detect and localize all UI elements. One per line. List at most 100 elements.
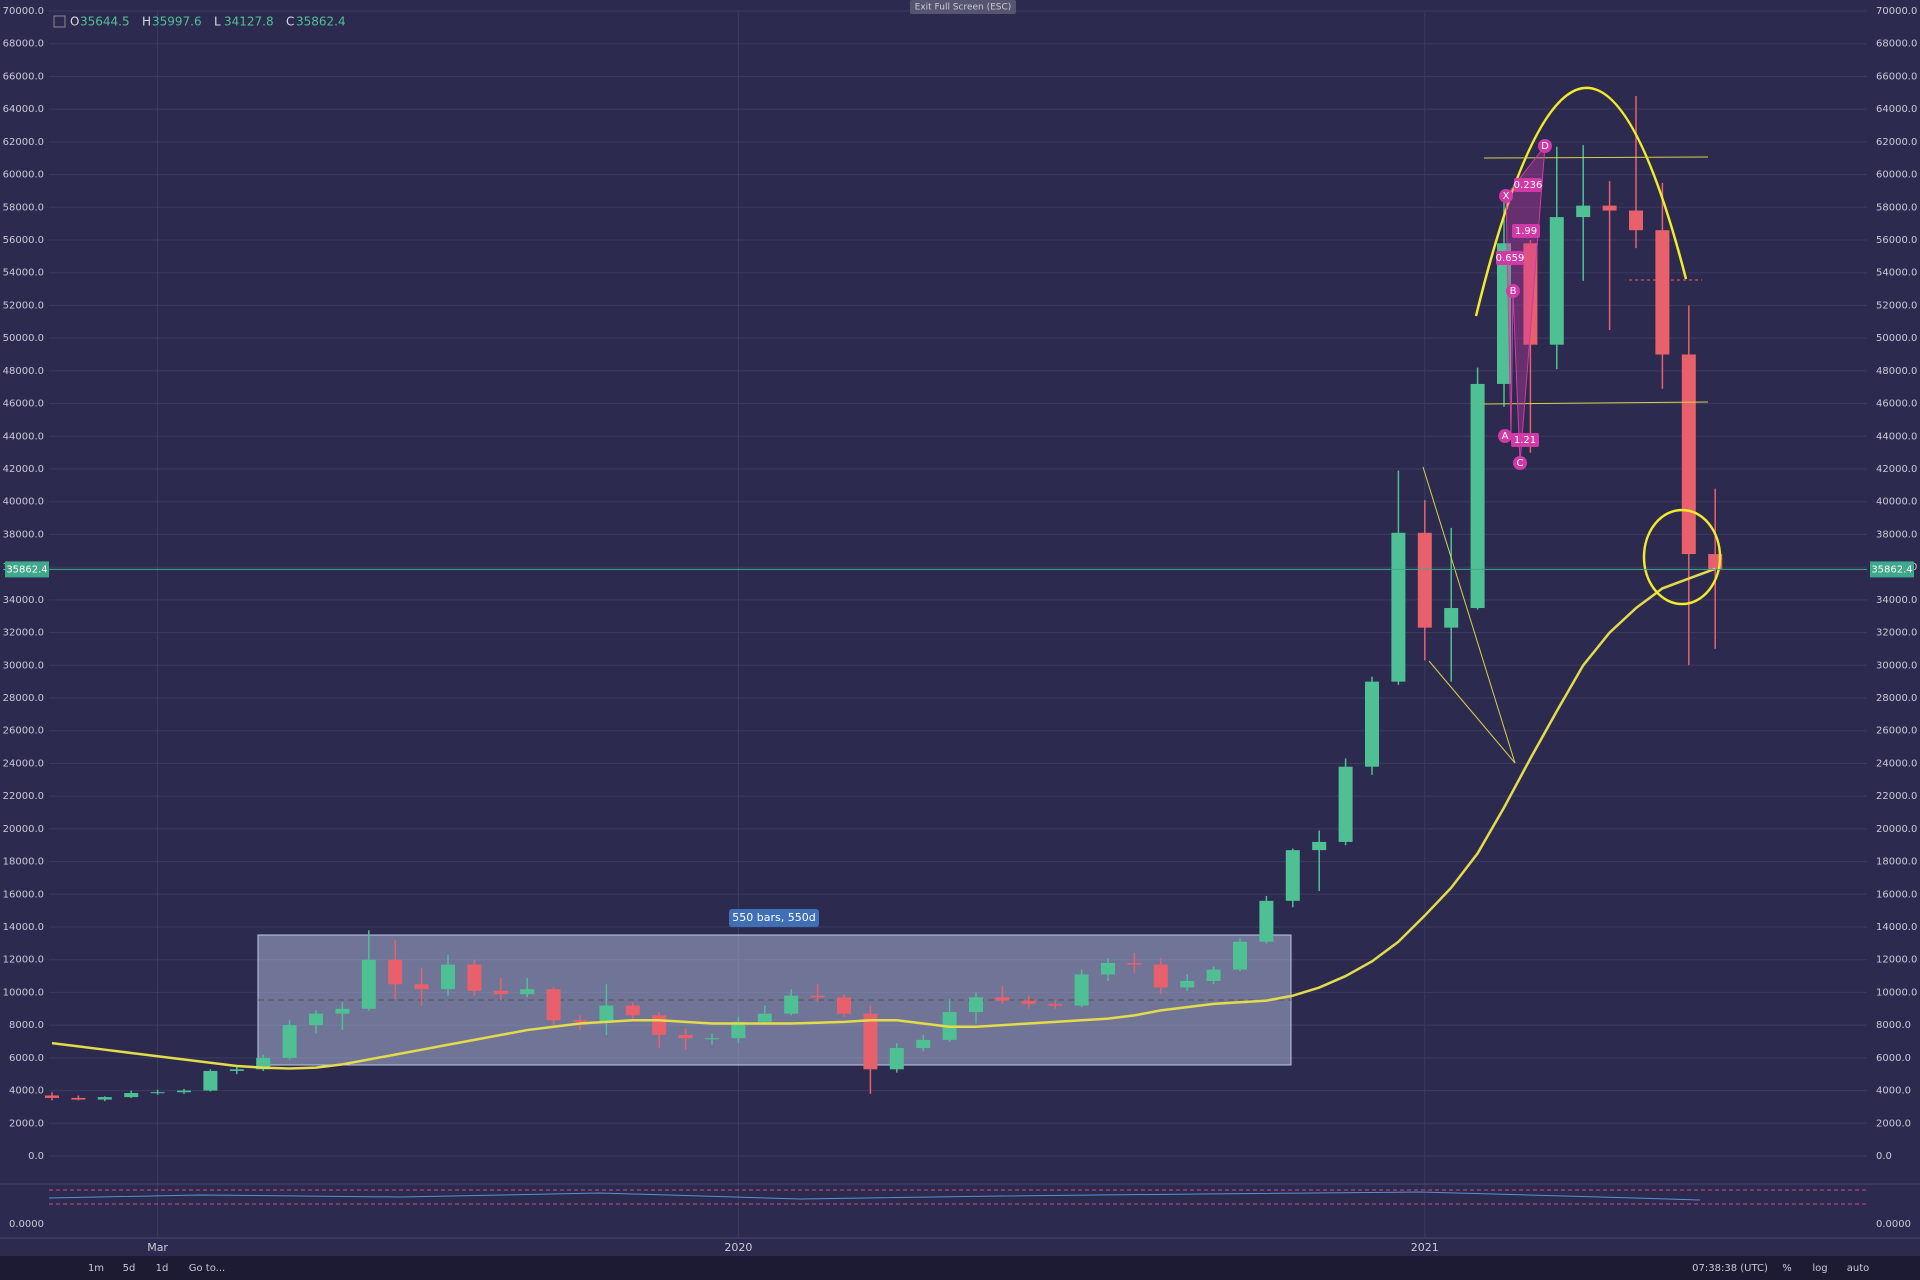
price-tag-label: 35862.4 <box>6 564 47 575</box>
y-tick-label: 0.0 <box>28 1151 44 1162</box>
pattern-point-bg <box>1499 189 1513 203</box>
ohlc-value: 35862.4 <box>296 15 346 29</box>
ratio-label: 1.21 <box>1514 435 1536 446</box>
candles <box>45 96 1723 1102</box>
candle-body <box>1470 383 1485 609</box>
y-tick-label: 26000.0 <box>3 726 44 737</box>
candle-body <box>1629 210 1643 231</box>
toolbar-button[interactable]: 1d <box>156 1263 169 1274</box>
candle-body <box>1153 964 1168 988</box>
pattern-point-bg <box>1538 139 1552 153</box>
y-tick-label-right: 58000.0 <box>1876 202 1917 213</box>
y-tick-label: 60000.0 <box>3 170 44 181</box>
candle-body <box>652 1015 667 1035</box>
pattern-point-bg <box>1513 456 1527 470</box>
y-tick-label-right: 18000.0 <box>1876 857 1917 868</box>
y-tick-label-right: 0.0 <box>1876 1151 1892 1162</box>
annotations: 35862.4 35862.4 X A B C D 0.236 1.99 0.659 1.21 <box>5 139 1914 578</box>
candle-body <box>1365 681 1379 767</box>
y-tick-label-right: 68000.0 <box>1876 39 1917 50</box>
candle-body <box>1391 532 1406 682</box>
candle-body <box>784 995 799 1014</box>
fullscreen-button[interactable] <box>910 0 1016 14</box>
candle-body <box>467 964 482 991</box>
candle-body <box>1655 230 1670 355</box>
fullscreen-label[interactable]: Exit Full Screen (ESC) <box>915 3 1012 13</box>
x-tick-label: 2021 <box>1411 1241 1439 1254</box>
y-tick-label: 4000.0 <box>9 1086 44 1097</box>
candle-body <box>282 1025 297 1058</box>
candle-body <box>1101 962 1115 975</box>
candle-body <box>493 990 508 995</box>
candle-body <box>1444 608 1459 628</box>
y-tick-label: 54000.0 <box>3 268 44 279</box>
y-tick-label-right: 22000.0 <box>1876 791 1917 802</box>
ratio-bg <box>1512 224 1540 238</box>
candle-body <box>1021 1000 1036 1004</box>
toolbar-button[interactable]: Go to... <box>189 1263 225 1274</box>
ohlc-value: 35644.5 <box>80 15 130 29</box>
candle-body <box>546 989 561 1021</box>
toggle-button[interactable]: % <box>1782 1263 1792 1274</box>
pattern-point: B <box>1510 286 1517 297</box>
toggle-button[interactable]: log <box>1812 1263 1827 1274</box>
y-tick-label: 20000.0 <box>3 824 44 835</box>
candle-body <box>1312 841 1327 851</box>
y-tick-label-right: 26000.0 <box>1876 726 1917 737</box>
y-tick-label: 14000.0 <box>3 922 44 933</box>
y-tick-label-right: 4000.0 <box>1876 1086 1911 1097</box>
y-tick-label-right: 44000.0 <box>1876 431 1917 442</box>
price-tag <box>5 561 49 578</box>
y-tick-label-right: 42000.0 <box>1876 464 1917 475</box>
y-tick-label: 64000.0 <box>3 104 44 115</box>
candle-body <box>995 997 1010 1001</box>
price-tag <box>1870 561 1914 578</box>
candle-body <box>309 1013 323 1026</box>
legend-toggle[interactable] <box>53 15 66 28</box>
y-tick-label-right: 34000.0 <box>1876 595 1917 606</box>
candle-body <box>1602 205 1617 211</box>
ohlc-value: 35997.6 <box>152 15 202 29</box>
y-tick-label-right: 32000.0 <box>1876 628 1917 639</box>
y-tick-label: 48000.0 <box>3 366 44 377</box>
toolbar-button[interactable]: 5d <box>123 1263 136 1274</box>
candle-body <box>1523 243 1538 345</box>
y-tick-label-right: 14000.0 <box>1876 922 1917 933</box>
range-label: 550 bars, 550d <box>732 911 815 924</box>
toolbar-button[interactable]: 1m <box>88 1263 104 1274</box>
pattern-point-bg <box>1498 429 1512 443</box>
triangle-line <box>1422 466 1516 764</box>
candle-body <box>731 1021 746 1039</box>
y-tick-label: 44000.0 <box>3 431 44 442</box>
ohlc-label: C <box>286 15 294 29</box>
y-tick-label-right: 48000.0 <box>1876 366 1917 377</box>
candle-body <box>229 1069 244 1071</box>
candle-body <box>1127 962 1142 965</box>
y-tick-label: 50000.0 <box>3 333 44 344</box>
candle-body <box>1233 941 1247 970</box>
y-tick-label: 66000.0 <box>3 71 44 82</box>
candle-body <box>520 989 535 995</box>
y-tick-label-right: 50000.0 <box>1876 333 1917 344</box>
ohlc-label: O <box>70 15 79 29</box>
candle-body <box>71 1097 86 1100</box>
candle-body <box>335 1008 350 1014</box>
candle-body <box>1417 532 1432 628</box>
candle-body <box>1576 205 1591 218</box>
toggle-button[interactable]: auto <box>1847 1263 1870 1274</box>
clock: 07:38:38 (UTC) <box>1692 1263 1768 1274</box>
ratio-bg <box>1514 178 1542 192</box>
y-tick-label: 12000.0 <box>3 955 44 966</box>
y-tick-label-right: 10000.0 <box>1876 987 1917 998</box>
y-tick-label-right: 30000.0 <box>1876 660 1917 671</box>
y-tick-label: 22000.0 <box>3 791 44 802</box>
y-tick-label-right: 70000.0 <box>1876 6 1917 17</box>
y-tick-label-right: 20000.0 <box>1876 824 1917 835</box>
moving-average <box>51 567 1716 1070</box>
y-tick-label: 18000.0 <box>3 857 44 868</box>
candle-body <box>1259 900 1274 942</box>
ohlc-label: H <box>142 15 151 29</box>
